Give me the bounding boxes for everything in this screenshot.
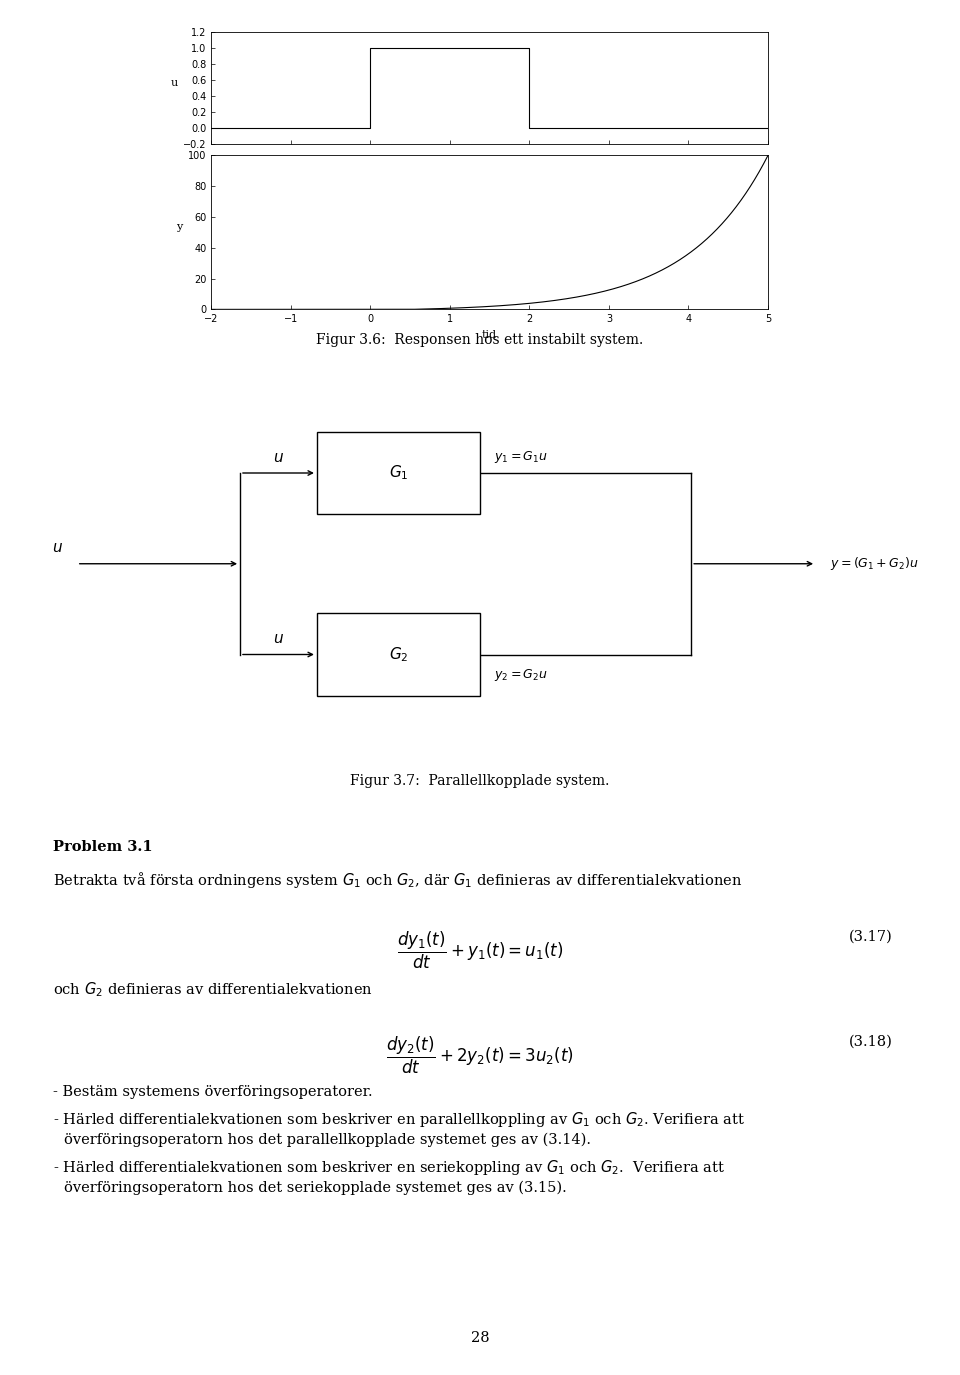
Text: - Bestäm systemens överföringsoperatorer.: - Bestäm systemens överföringsoperatorer… [53, 1085, 372, 1099]
Text: $u$: $u$ [273, 451, 284, 465]
Text: överföringsoperatorn hos det parallellkopplade systemet ges av (3.14).: överföringsoperatorn hos det parallellko… [64, 1133, 591, 1147]
Text: $y_2 = G_2u$: $y_2 = G_2u$ [494, 667, 548, 683]
Text: Problem 3.1: Problem 3.1 [53, 840, 153, 854]
Text: $\dfrac{dy_2(t)}{dt} + 2y_2(t) = 3u_2(t)$: $\dfrac{dy_2(t)}{dt} + 2y_2(t) = 3u_2(t)… [386, 1035, 574, 1077]
Text: $G_1$: $G_1$ [389, 463, 408, 483]
Text: $u$: $u$ [273, 632, 284, 646]
Text: Betrakta två första ordningens system $G_1$ och $G_2$, där $G_1$ definieras av d: Betrakta två första ordningens system $G… [53, 870, 742, 890]
Text: (3.17): (3.17) [849, 930, 893, 945]
Text: Figur 3.7:  Parallellkopplade system.: Figur 3.7: Parallellkopplade system. [350, 774, 610, 788]
Text: $y = (G_1 + G_2)u$: $y = (G_1 + G_2)u$ [830, 556, 919, 572]
Text: $G_2$: $G_2$ [389, 645, 408, 664]
Text: - Härled differentialekvationen som beskriver en parallellkoppling av $G_1$ och : - Härled differentialekvationen som besk… [53, 1110, 745, 1129]
Text: överföringsoperatorn hos det seriekopplade systemet ges av (3.15).: överföringsoperatorn hos det seriekoppla… [64, 1181, 567, 1195]
Bar [317, 432, 480, 514]
Text: och $G_2$ definieras av differentialekvationen: och $G_2$ definieras av differentialekva… [53, 980, 372, 998]
Text: - Härled differentialekvationen som beskriver en seriekoppling av $G_1$ och $G_2: - Härled differentialekvationen som besk… [53, 1158, 725, 1177]
Text: $\dfrac{dy_1(t)}{dt} + y_1(t) = u_1(t)$: $\dfrac{dy_1(t)}{dt} + y_1(t) = u_1(t)$ [396, 930, 564, 971]
X-axis label: tid: tid [482, 330, 497, 340]
Text: (3.18): (3.18) [849, 1035, 893, 1049]
Bar [317, 613, 480, 696]
Y-axis label: u: u [171, 78, 179, 88]
Text: Figur 3.6:  Responsen hos ett instabilt system.: Figur 3.6: Responsen hos ett instabilt s… [317, 333, 643, 346]
Y-axis label: y: y [177, 223, 182, 232]
Text: 28: 28 [470, 1331, 490, 1345]
Text: $y_1 = G_1u$: $y_1 = G_1u$ [494, 448, 548, 465]
Text: $u$: $u$ [52, 542, 63, 556]
